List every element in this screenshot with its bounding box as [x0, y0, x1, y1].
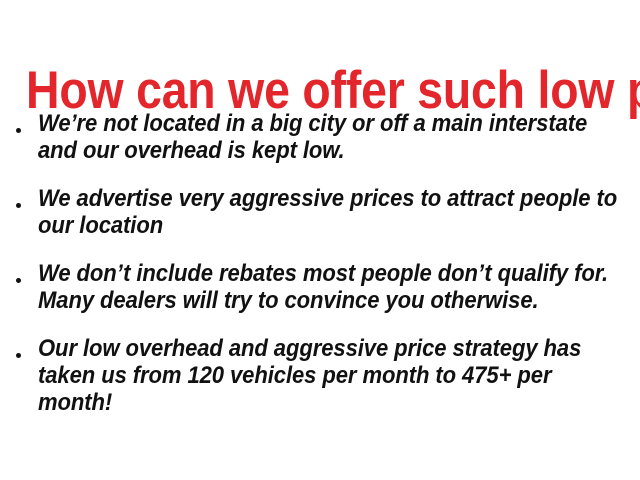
- list-item: We don’t include rebates most people don…: [0, 260, 640, 314]
- list-item-text: We’re not located in a big city or off a…: [38, 110, 588, 164]
- list-item: We’re not located in a big city or off a…: [0, 110, 640, 164]
- bullet-dot-icon: [16, 278, 21, 283]
- page-title: How can we offer such low prices?: [26, 60, 640, 120]
- list-item: Our low overhead and aggressive price st…: [0, 335, 640, 416]
- list-item-text: Our low overhead and aggressive price st…: [38, 335, 582, 416]
- bullet-dot-icon: [16, 203, 21, 208]
- bullet-dot-icon: [16, 353, 21, 358]
- bullet-list: We’re not located in a big city or off a…: [0, 110, 640, 416]
- list-item: We advertise very aggressive prices to a…: [0, 185, 640, 239]
- list-item-text: We don’t include rebates most people don…: [38, 260, 609, 314]
- list-item-text: We advertise very aggressive prices to a…: [38, 185, 618, 239]
- bullet-dot-icon: [16, 128, 21, 133]
